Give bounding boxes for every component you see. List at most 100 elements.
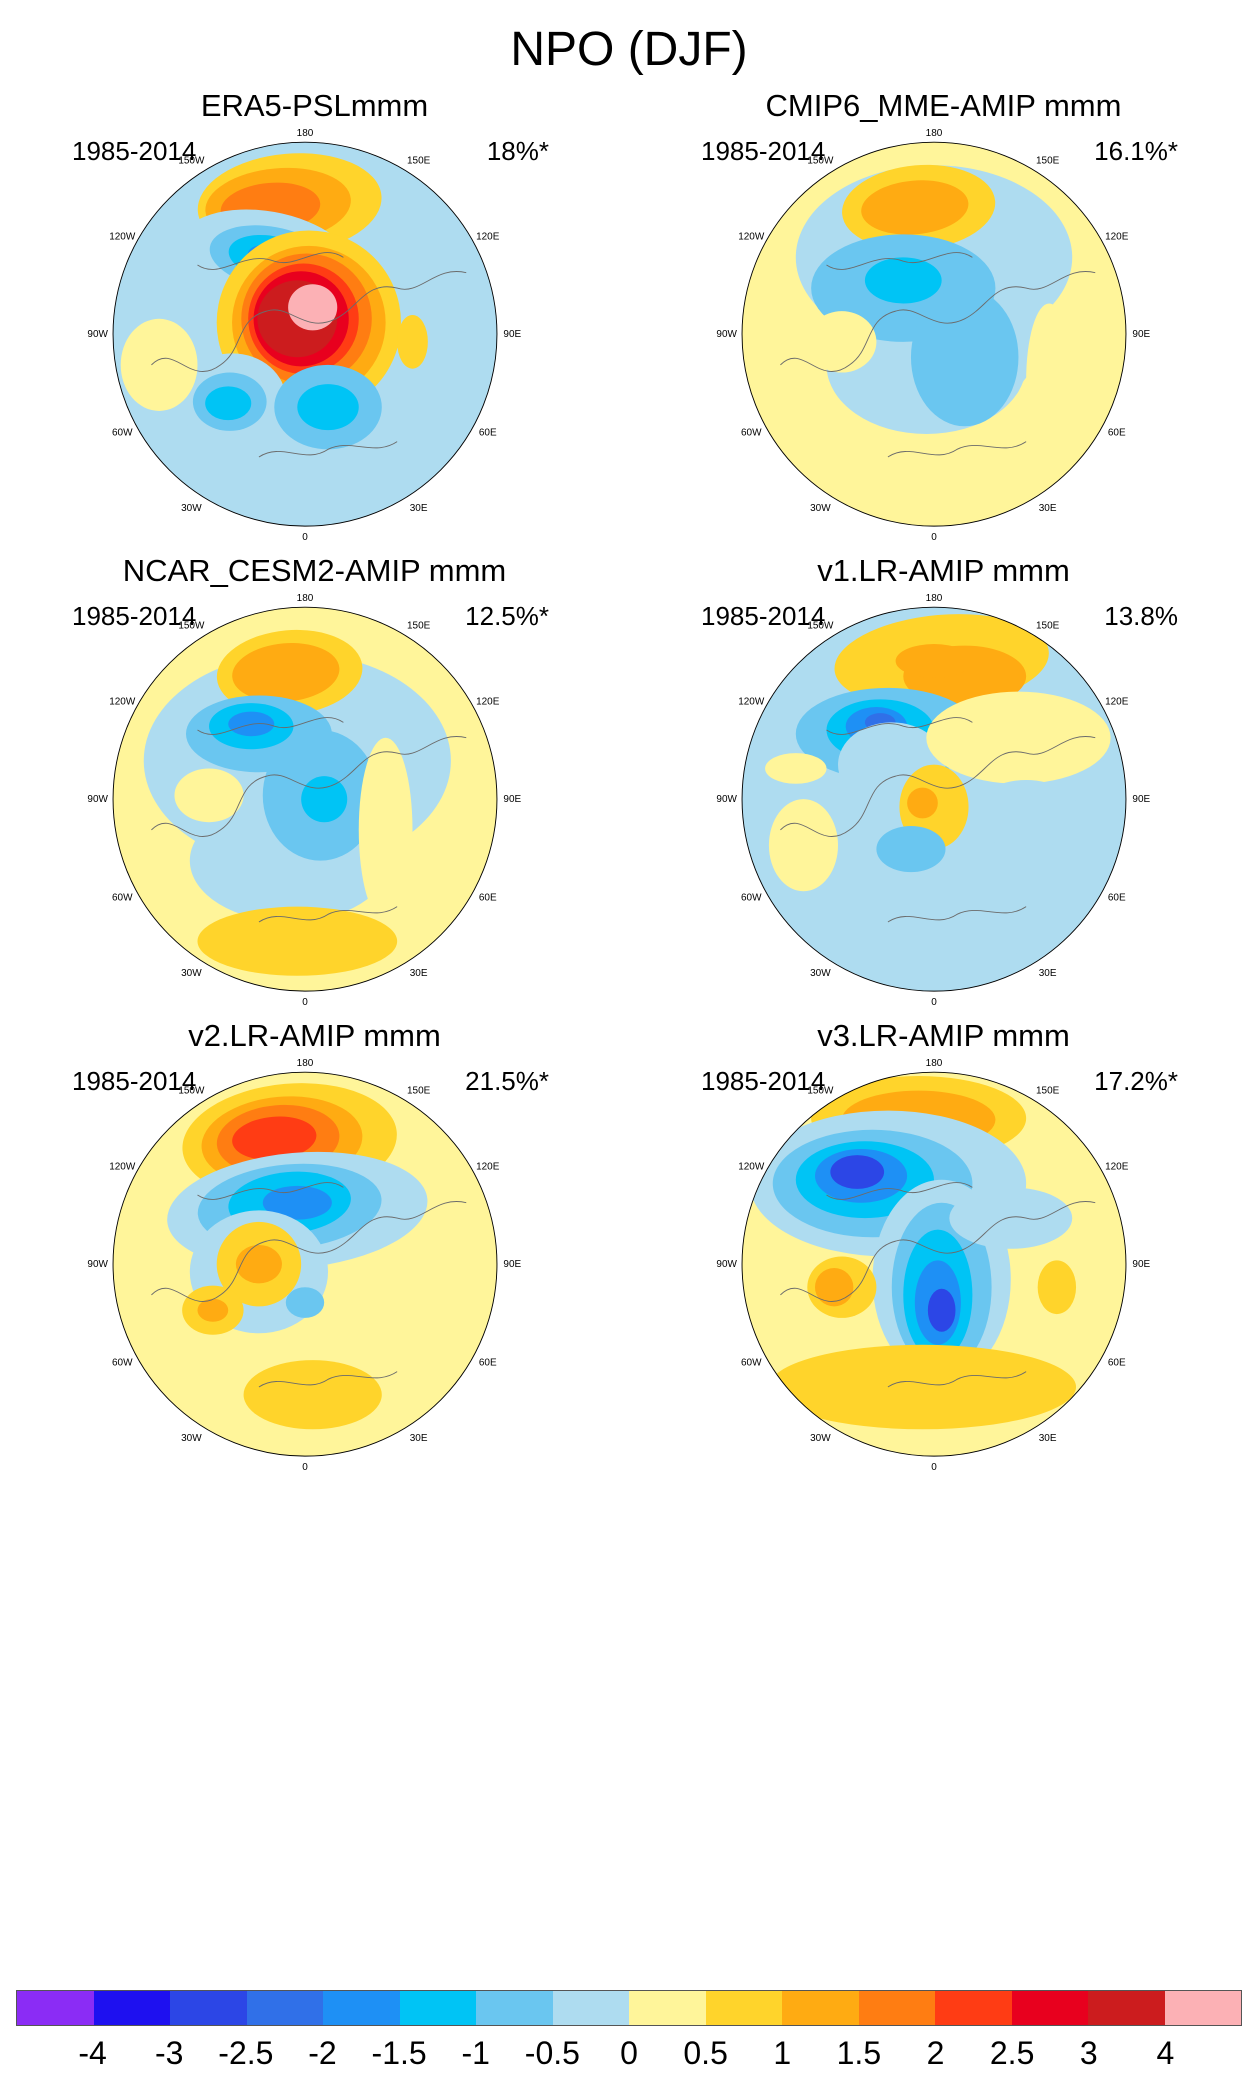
polar-map: 180 0 90W 90E 150W 150E 120W 120E 60W 60E 30W 30E [716, 128, 1150, 543]
longitude-label: 0 [302, 1462, 308, 1473]
colorbar-swatch [93, 1991, 170, 2025]
longitude-label: 120W [109, 697, 136, 708]
panel-title: v2.LR-AMIP mmm [188, 1018, 441, 1053]
colorbar-label: 1 [773, 2035, 792, 2071]
longitude-label: 30W [810, 1433, 831, 1444]
colorbar-swatch [935, 1991, 1012, 2025]
longitude-label: 120W [109, 1162, 136, 1173]
longitude-label: 0 [931, 997, 937, 1008]
longitude-label: 90E [1132, 329, 1150, 340]
longitude-label: 150W [807, 156, 834, 167]
longitude-label: 180 [926, 1058, 943, 1069]
map-boundary [112, 141, 498, 527]
colorbar-swatch [782, 1991, 859, 2025]
longitude-label: 120W [738, 1162, 765, 1173]
longitude-label: 30E [410, 968, 428, 979]
colorbar-label: -2 [308, 2035, 337, 2071]
longitude-label: 60W [112, 893, 133, 904]
map-panel: NCAR_CESM2-AMIP mmm 180 0 90W 90E 150W 150E 120… [0, 553, 629, 1176]
period-label: 1985-2014 [701, 601, 826, 631]
contour-region [876, 826, 946, 873]
longitude-label: 180 [926, 128, 943, 139]
map-boundary [741, 141, 1127, 527]
contour-region [1026, 303, 1073, 458]
contour-region [907, 787, 938, 819]
map-boundary [112, 606, 498, 992]
longitude-label: 30E [1039, 968, 1057, 979]
contour-region [780, 437, 1088, 523]
polar-map: 180 0 90W 90E 150W 150E 120W 120E 60W 60E 30W 30E [716, 593, 1150, 1008]
colorbar-swatch [476, 1991, 553, 2025]
longitude-label: 30E [410, 1433, 428, 1444]
longitude-label: 90W [87, 329, 108, 340]
longitude-label: 120W [738, 232, 765, 243]
contour-region [358, 737, 413, 923]
contour-region [910, 288, 1019, 427]
longitude-label: 120E [1105, 1162, 1129, 1173]
map-panel: v3.LR-AMIP mmm 180 0 90W 90E 150W 150E 120W 120E… [629, 1018, 1258, 1641]
contour-region [742, 891, 1027, 984]
contour-region [864, 257, 942, 304]
longitude-label: 90W [87, 794, 108, 805]
colorbar-label: 4 [1156, 2035, 1175, 2071]
contour-region [197, 1298, 229, 1322]
variance-label: 18%* [486, 136, 549, 166]
longitude-label: 120E [476, 232, 500, 243]
longitude-label: 180 [297, 1058, 314, 1069]
longitude-label: 30W [810, 503, 831, 514]
longitude-label: 150E [407, 1086, 431, 1097]
longitude-label: 90W [87, 1259, 108, 1270]
longitude-label: 30W [181, 1433, 202, 1444]
longitude-label: 0 [931, 1462, 937, 1473]
variance-label: 13.8% [1104, 601, 1178, 631]
colorbar-label: -4 [78, 2035, 107, 2071]
longitude-label: 30E [1039, 1433, 1057, 1444]
colorbar [16, 1990, 1242, 2026]
panel-title: v3.LR-AMIP mmm [817, 1018, 1070, 1053]
contour-region [288, 284, 338, 331]
longitude-label: 30E [1039, 503, 1057, 514]
contour-region [235, 1244, 282, 1284]
longitude-label: 150W [178, 1086, 205, 1097]
colorbar-swatch [170, 1991, 247, 2025]
contour-region [861, 180, 969, 235]
longitude-label: 90W [716, 1259, 737, 1270]
colorbar-label: -3 [155, 2035, 184, 2071]
map-boundary [741, 606, 1127, 992]
longitude-label: 30E [410, 503, 428, 514]
longitude-label: 60E [479, 1358, 497, 1369]
contour-region [285, 1287, 325, 1318]
contour-region [232, 643, 340, 702]
colorbar-label: 3 [1079, 2035, 1098, 2071]
longitude-label: 180 [926, 593, 943, 604]
longitude-label: 150E [1036, 156, 1060, 167]
colorbar-label: -1 [461, 2035, 490, 2071]
contour-region [262, 1185, 332, 1220]
longitude-label: 150W [178, 621, 205, 632]
longitude-label: 30W [181, 968, 202, 979]
longitude-label: 150W [178, 156, 205, 167]
longitude-label: 0 [302, 532, 308, 543]
coastline [151, 717, 467, 923]
colorbar-label: 0.5 [683, 2035, 728, 2071]
map-panel: v1.LR-AMIP mmm 180 0 90W 90E 150W 150E 120W 120E… [629, 553, 1258, 1176]
longitude-label: 90W [716, 794, 737, 805]
coastline [151, 1182, 467, 1388]
longitude-label: 120E [1105, 697, 1129, 708]
panel-title: NCAR_CESM2-AMIP mmm [122, 553, 507, 588]
period-label: 1985-2014 [72, 1066, 197, 1096]
panel-title: CMIP6_MME-AMIP mmm [765, 88, 1122, 123]
longitude-label: 90E [503, 794, 521, 805]
contour-region [197, 906, 398, 976]
contour-region [301, 776, 348, 823]
longitude-label: 0 [931, 532, 937, 543]
longitude-label: 150W [807, 621, 834, 632]
polar-map: 180 0 90W 90E 150W 150E 120W 120E 60W 60E 30W 30E [87, 128, 521, 543]
longitude-label: 60E [1108, 893, 1126, 904]
colorbar-label: 2.5 [989, 2035, 1035, 2071]
longitude-label: 90E [503, 1259, 521, 1270]
contour-region [768, 799, 839, 892]
map-panel: ERA5-PSLmmm 180 0 90W 90E 150W 150E 120W 120E 60W… [0, 88, 629, 711]
colorbar-swatch [1088, 1991, 1165, 2025]
map-panel: v2.LR-AMIP mmm 180 0 90W 90E 150W 150E 120W 120E… [0, 1018, 629, 1641]
